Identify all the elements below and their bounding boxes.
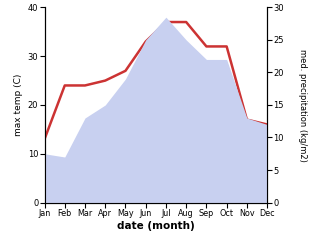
Y-axis label: med. precipitation (kg/m2): med. precipitation (kg/m2) (298, 49, 307, 161)
X-axis label: date (month): date (month) (117, 221, 195, 230)
Y-axis label: max temp (C): max temp (C) (15, 74, 24, 136)
